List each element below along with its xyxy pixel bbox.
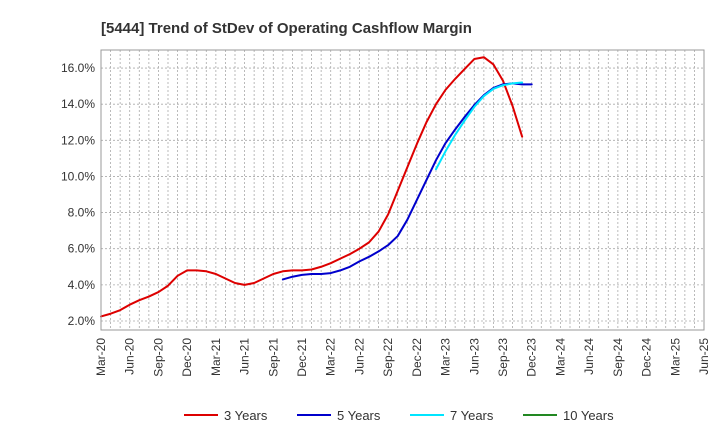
y-tick-label: 4.0% <box>68 278 96 292</box>
chart-title: [5444] Trend of StDev of Operating Cashf… <box>101 20 472 37</box>
series-lines <box>100 56 533 318</box>
y-tick-label: 8.0% <box>68 206 96 220</box>
x-tick-label: Jun-24 <box>582 338 596 375</box>
legend-label: 5 Years <box>337 408 381 423</box>
y-tick-label: 16.0% <box>61 61 95 75</box>
x-tick-label: Jun-23 <box>467 338 481 375</box>
grid <box>100 50 705 330</box>
y-tick-label: 14.0% <box>61 97 95 111</box>
x-tick-label: Dec-23 <box>525 338 539 377</box>
y-tick-label: 2.0% <box>68 314 96 328</box>
x-tick-label: Jun-22 <box>352 338 366 375</box>
x-tick-label: Sep-20 <box>151 338 165 377</box>
x-tick-label: Sep-22 <box>381 338 395 377</box>
y-tick-label: 6.0% <box>68 242 96 256</box>
y-tick-label: 10.0% <box>61 169 95 183</box>
legend-label: 7 Years <box>450 408 494 423</box>
x-tick-label: Mar-21 <box>209 338 223 376</box>
x-tick-label: Mar-25 <box>668 338 682 376</box>
legend-label: 10 Years <box>563 408 614 423</box>
x-tick-label: Jun-20 <box>123 338 137 375</box>
x-tick-label: Sep-23 <box>496 338 510 377</box>
x-tick-label: Dec-21 <box>295 338 309 377</box>
x-tick-label: Mar-20 <box>94 338 108 376</box>
x-tick-label: Jun-21 <box>238 338 252 375</box>
x-axis-ticks: Mar-20 Jun-20 Sep-20 Dec-20 Mar-21 Jun-21 Sep-… <box>94 338 711 377</box>
x-tick-label: Mar-23 <box>439 338 453 376</box>
x-tick-label: Jun-25 <box>697 338 711 375</box>
x-tick-label: Sep-21 <box>266 338 280 377</box>
y-axis-ticks: 2.0% 4.0% 6.0% 8.0% 10.0% 12.0% 14.0% 16.0% <box>61 61 95 328</box>
y-tick-label: 12.0% <box>61 133 95 147</box>
x-tick-label: Dec-20 <box>180 338 194 377</box>
series-line-3-years <box>100 56 524 318</box>
x-tick-label: Dec-24 <box>640 338 654 377</box>
x-tick-label: Mar-24 <box>553 338 567 376</box>
legend-label: 3 Years <box>224 408 268 423</box>
series-line-7-years <box>435 81 524 171</box>
plot-frame <box>100 49 705 331</box>
x-tick-label: Dec-22 <box>410 338 424 377</box>
legend: 3 Years 5 Years 7 Years 10 Years <box>184 408 614 423</box>
x-tick-label: Sep-24 <box>611 338 625 377</box>
x-tick-label: Mar-22 <box>324 338 338 376</box>
